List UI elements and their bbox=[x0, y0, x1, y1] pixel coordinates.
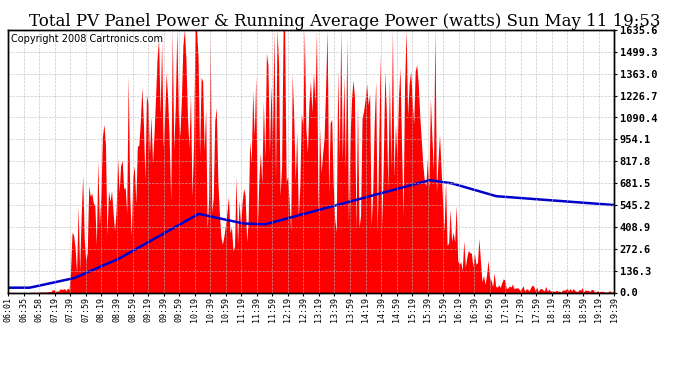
Text: Copyright 2008 Cartronics.com: Copyright 2008 Cartronics.com bbox=[11, 34, 164, 44]
Text: Total PV Panel Power & Running Average Power (watts) Sun May 11 19:53: Total PV Panel Power & Running Average P… bbox=[29, 13, 661, 30]
